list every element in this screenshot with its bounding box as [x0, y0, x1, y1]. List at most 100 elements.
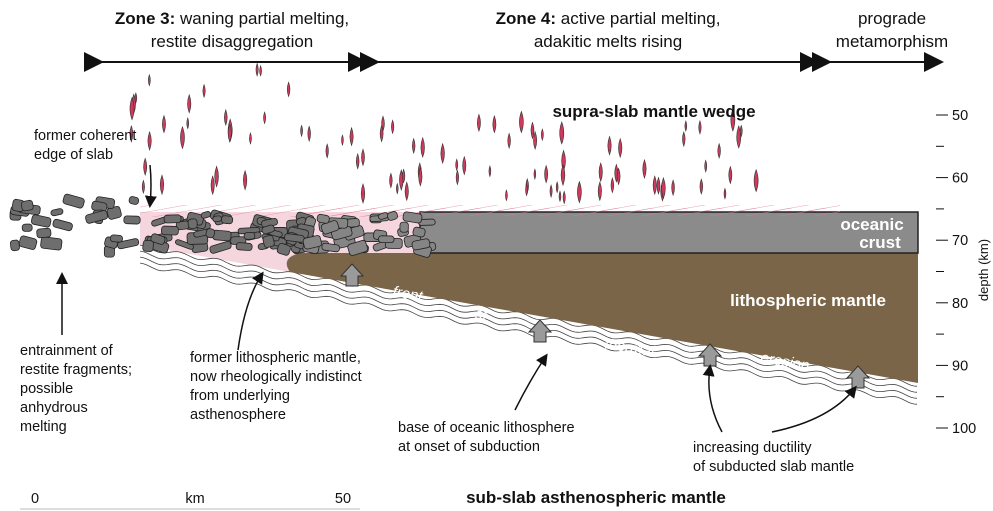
zone-title: Zone 3: [115, 9, 175, 28]
tick-label: 80 [952, 296, 968, 312]
melt-droplet [718, 144, 721, 158]
tick-label: 50 [952, 108, 968, 124]
fragment [22, 224, 32, 231]
fragment [205, 228, 215, 238]
callout-text: edge of slab [34, 147, 113, 163]
melt-droplet [598, 182, 601, 200]
melt-droplet [699, 121, 701, 134]
callout-text: former lithospheric mantle, [190, 350, 361, 366]
fragment [236, 242, 252, 250]
melt-droplet [412, 139, 415, 154]
melt-droplet [441, 144, 445, 163]
tick-label: 60 [952, 171, 968, 187]
melt-droplet [361, 149, 364, 165]
melt-droplet [142, 180, 144, 193]
melt-droplet [577, 182, 581, 203]
melt-droplet [456, 159, 458, 170]
melt-droplet [550, 185, 552, 197]
melt-droplet [541, 129, 543, 140]
melt-droplet [264, 112, 266, 123]
fragment [52, 219, 73, 232]
melt-droplet [342, 135, 344, 145]
zone-text: metamorphism [836, 32, 948, 51]
callout-text: former coherent [34, 128, 136, 144]
melt-droplet [685, 121, 687, 131]
melt-droplet [361, 184, 365, 203]
melt-droplet [489, 166, 491, 176]
melt-droplet [405, 182, 408, 200]
fragment [31, 214, 52, 227]
fragment [124, 216, 141, 224]
callout-text: possible [20, 381, 73, 397]
fragment [244, 232, 255, 239]
melt-droplet [188, 95, 191, 113]
zone-text: prograde [858, 9, 926, 28]
melt-droplet [617, 168, 620, 184]
melt-droplet [740, 126, 742, 137]
melt-droplet [203, 85, 205, 98]
fragment [164, 215, 181, 223]
tick-label: 70 [952, 233, 968, 249]
callout-text: melting [20, 419, 67, 435]
melt-droplet [534, 169, 536, 179]
fragment [36, 228, 51, 238]
melt-droplet [463, 157, 466, 175]
scale-label: km [185, 491, 204, 507]
callout-text: anhydrous [20, 400, 88, 416]
fragment [221, 215, 233, 224]
fragment [262, 235, 275, 248]
region-label: crust [859, 233, 901, 252]
fragment [212, 216, 221, 222]
zone-text: waning partial melting, [175, 9, 349, 28]
fragment [110, 235, 123, 243]
melt-droplet [224, 110, 227, 125]
callout-text: asthenosphere [190, 407, 286, 423]
callout-text: now rheologically indistinct [190, 369, 362, 385]
melt-droplet [599, 163, 602, 181]
callout-text: from underlying [190, 388, 290, 404]
melt-droplet [256, 64, 258, 76]
scale-label: 50 [335, 491, 351, 507]
fragment [128, 196, 139, 205]
callout-text: at onset of subduction [398, 439, 540, 455]
region-label: lithospheric mantle [730, 291, 886, 310]
melt-droplet [705, 160, 707, 172]
melt-droplet [287, 82, 290, 96]
tick-label: 100 [952, 421, 976, 437]
axis-label: depth (km) [976, 239, 991, 301]
melt-droplet [556, 182, 558, 192]
melt-droplet [162, 116, 165, 133]
melt-droplet [545, 166, 548, 183]
melt-droplet [308, 126, 311, 141]
fragment [212, 230, 231, 241]
melt-droplet [243, 171, 247, 190]
melt-droplet [187, 118, 189, 129]
fragment [50, 208, 63, 216]
callout-text: entrainment of [20, 343, 114, 359]
melt-droplet [729, 167, 732, 184]
melt-droplet [402, 169, 404, 182]
melt-droplet [508, 133, 511, 148]
melt-droplet [533, 132, 536, 149]
melt-droplet [559, 191, 561, 201]
melt-droplet [526, 184, 528, 195]
melt-droplets [130, 64, 758, 204]
melt-droplet [643, 160, 646, 178]
fragment [18, 235, 37, 250]
fragment [62, 193, 85, 208]
zone-header: Zone 4: active partial melting, [496, 9, 721, 28]
melt-droplet [160, 175, 164, 194]
melt-droplet [249, 133, 251, 144]
zone-header: Zone 3: waning partial melting, [115, 9, 349, 28]
melt-droplet [724, 188, 726, 198]
melt-droplet [396, 184, 398, 194]
melt-droplet [682, 132, 685, 146]
lithospheric-mantle [287, 253, 918, 383]
fragment [161, 226, 178, 235]
callout-text: base of oceanic lithosphere [398, 420, 575, 436]
melt-droplet [215, 166, 219, 186]
fragment [378, 236, 394, 243]
melt-droplet [180, 127, 184, 148]
region-label: oceanic [840, 215, 903, 234]
